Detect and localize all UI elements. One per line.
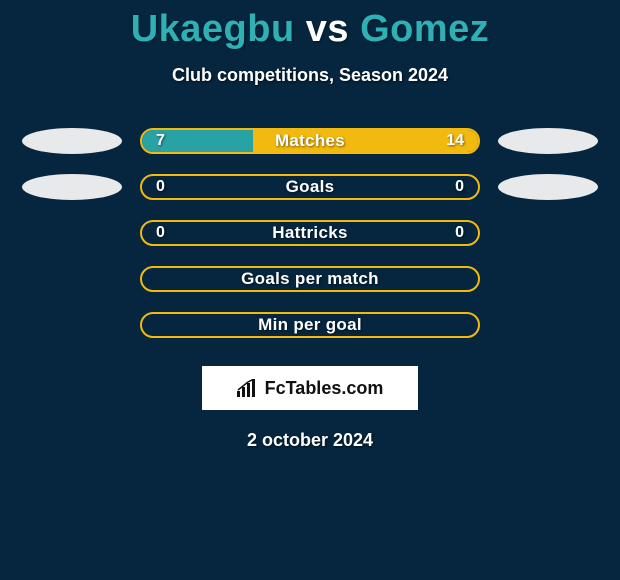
stat-row: 00Goals	[0, 164, 620, 210]
bar-label: Goals	[142, 176, 478, 198]
brand-chart-icon	[237, 379, 259, 397]
player-b-badge	[498, 174, 598, 200]
player-b-badge	[498, 266, 598, 292]
stat-row: Min per goal	[0, 302, 620, 348]
bar-label: Min per goal	[142, 314, 478, 336]
title-player-a: Ukaegbu	[131, 8, 295, 50]
player-b-badge	[498, 312, 598, 338]
stat-row: 00Hattricks	[0, 210, 620, 256]
brand-text: FcTables.com	[265, 378, 384, 399]
brand-box: FcTables.com	[202, 366, 418, 410]
stat-rows: 714Matches 00Goals 00Hattricks Goals per ma…	[0, 118, 620, 348]
stat-bar: 714Matches	[140, 128, 480, 154]
stat-bar: 00Hattricks	[140, 220, 480, 246]
subtitle: Club competitions, Season 2024	[0, 65, 620, 86]
stat-row: 714Matches	[0, 118, 620, 164]
player-a-badge	[22, 220, 122, 246]
title-player-b: Gomez	[360, 8, 489, 50]
title-vs: vs	[306, 8, 349, 50]
bar-label: Matches	[142, 130, 478, 152]
date-text: 2 october 2024	[0, 430, 620, 451]
stat-bar: Min per goal	[140, 312, 480, 338]
player-a-badge	[22, 312, 122, 338]
stat-row: Goals per match	[0, 256, 620, 302]
stat-bar: Goals per match	[140, 266, 480, 292]
player-b-badge	[498, 220, 598, 246]
player-b-badge	[498, 128, 598, 154]
player-a-badge	[22, 128, 122, 154]
player-a-badge	[22, 174, 122, 200]
stat-bar: 00Goals	[140, 174, 480, 200]
title: Ukaegbu vs Gomez	[0, 0, 620, 51]
bar-label: Hattricks	[142, 222, 478, 244]
player-a-badge	[22, 266, 122, 292]
comparison-card: Ukaegbu vs Gomez Club competitions, Seas…	[0, 0, 620, 580]
bar-label: Goals per match	[142, 268, 478, 290]
